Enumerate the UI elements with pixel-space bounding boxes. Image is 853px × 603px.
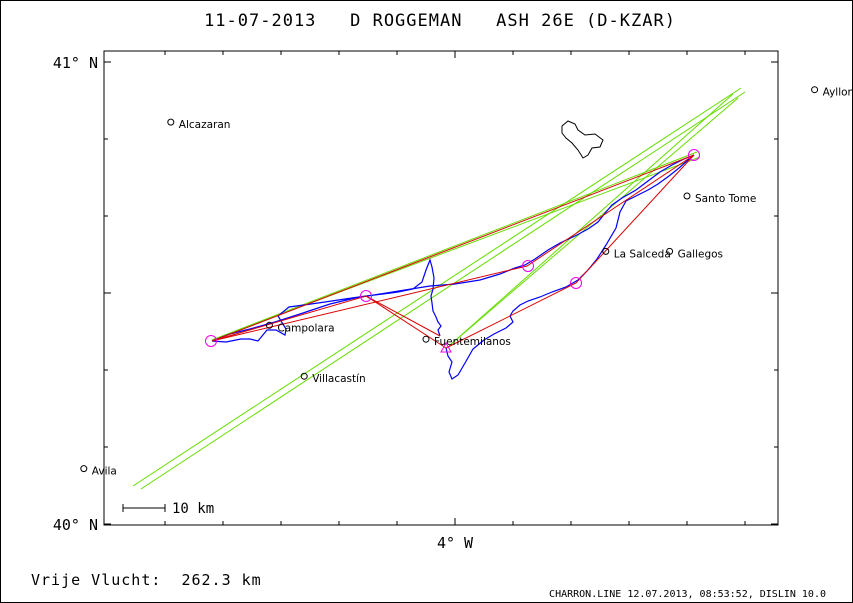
scale-bar	[122, 504, 166, 512]
axis-ticks	[104, 51, 778, 525]
place-marker	[602, 247, 610, 255]
place-label: Santo Tome	[695, 193, 756, 205]
turnpoint-markers	[205, 149, 700, 353]
turnpoint-marker	[360, 290, 372, 302]
place-marker	[80, 465, 88, 473]
place-marker	[811, 86, 819, 94]
start-triangle-marker	[440, 341, 452, 353]
place-marker	[300, 372, 308, 380]
gps-track	[211, 154, 695, 380]
place-marker	[683, 192, 691, 200]
turnpoint-marker	[688, 149, 700, 161]
place-label: Avila	[92, 466, 117, 478]
turnpoint-marker	[570, 277, 582, 289]
lon-label-bottom: 4° W	[437, 534, 474, 552]
map-frame	[103, 50, 779, 526]
flight-title: 11-07-2013 D ROGGEMAN ASH 26E (D-KZAR)	[204, 11, 676, 31]
place-label: La Salceda	[614, 248, 671, 260]
place-label: Fuentemilanos	[434, 336, 511, 348]
place-label: Alcazaran	[179, 119, 231, 131]
scale-bar-label: 10 km	[172, 501, 214, 517]
places-layer: Alcazaran Ayllon Santo Tome La Salceda Galle…	[80, 86, 853, 478]
place-label: Ayllon	[823, 87, 853, 99]
place-marker	[167, 118, 175, 126]
place-label: Campolara	[277, 322, 334, 334]
free-flight-distance: Vrije Vlucht: 262.3 km	[31, 571, 262, 589]
place-marker	[422, 335, 430, 343]
place-marker	[265, 321, 273, 329]
lat-label-top: 41° N	[53, 54, 98, 72]
task-lines	[211, 154, 695, 349]
lat-label-bottom: 40° N	[53, 516, 98, 534]
place-label: Gallegos	[678, 248, 723, 260]
footer-credit: CHARRON.LINE 12.07.2013, 08:53:52, DISLI…	[549, 589, 826, 600]
turnpoint-marker	[205, 335, 217, 347]
reservoir-outline	[561, 120, 604, 159]
place-marker	[666, 247, 674, 255]
task-sector-lines	[132, 87, 746, 490]
turnpoint-marker	[522, 260, 534, 272]
place-label: Villacastín	[312, 373, 366, 385]
